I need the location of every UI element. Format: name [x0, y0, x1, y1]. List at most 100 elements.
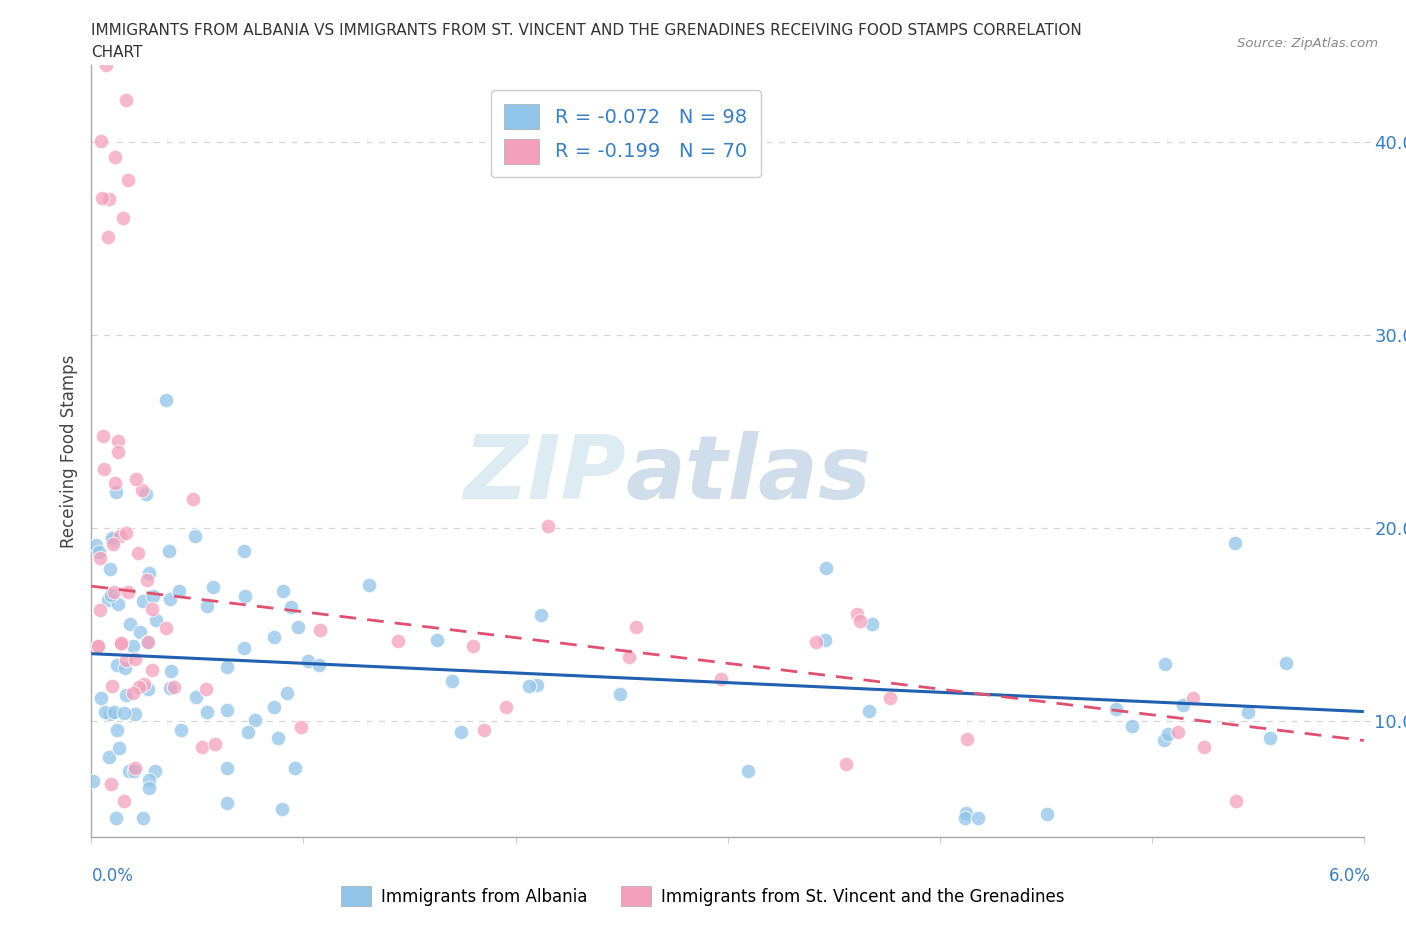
Point — [290, 719, 312, 734]
Point — [136, 573, 159, 588]
Point — [124, 760, 146, 775]
Point — [87, 544, 110, 559]
Point — [162, 680, 184, 695]
Point — [170, 723, 193, 737]
Point — [472, 723, 495, 737]
Point — [87, 639, 110, 654]
Point — [814, 632, 837, 647]
Text: 6.0%: 6.0% — [1329, 867, 1371, 884]
Point — [122, 686, 145, 701]
Point — [202, 579, 225, 594]
Point — [1182, 691, 1205, 706]
Point — [169, 584, 191, 599]
Point — [266, 731, 288, 746]
Point — [110, 635, 132, 650]
Point — [82, 774, 104, 789]
Point — [142, 589, 165, 604]
Point — [191, 739, 214, 754]
Point — [1194, 739, 1216, 754]
Point — [121, 638, 143, 653]
Point — [879, 690, 901, 705]
Point — [114, 660, 136, 675]
Point — [98, 192, 121, 206]
Point — [215, 703, 238, 718]
Point — [157, 544, 180, 559]
Point — [135, 487, 157, 502]
Point — [426, 632, 449, 647]
Point — [1171, 698, 1194, 712]
Point — [155, 392, 177, 407]
Point — [1154, 656, 1177, 671]
Point — [118, 764, 141, 778]
Point — [1180, 869, 1202, 883]
Point — [107, 445, 129, 459]
Point — [100, 777, 122, 791]
Point — [132, 676, 155, 691]
Point — [141, 663, 163, 678]
Point — [245, 713, 267, 728]
Point — [955, 805, 977, 820]
Point — [84, 538, 107, 552]
Point — [101, 679, 124, 694]
Point — [98, 707, 121, 722]
Point — [138, 565, 160, 580]
Point — [128, 624, 150, 639]
Point — [849, 614, 872, 629]
Point — [103, 585, 125, 600]
Point — [104, 150, 127, 165]
Point — [1225, 793, 1247, 808]
Point — [105, 810, 128, 825]
Point — [114, 653, 136, 668]
Point — [1260, 730, 1282, 745]
Point — [956, 732, 979, 747]
Point — [90, 134, 112, 149]
Point — [97, 230, 120, 245]
Point — [136, 682, 159, 697]
Legend: Immigrants from Albania, Immigrants from St. Vincent and the Grenadines: Immigrants from Albania, Immigrants from… — [335, 880, 1071, 912]
Point — [308, 658, 330, 672]
Point — [236, 724, 259, 739]
Point — [132, 810, 155, 825]
Legend: R = -0.072   N = 98, R = -0.199   N = 70: R = -0.072 N = 98, R = -0.199 N = 70 — [491, 90, 761, 178]
Point — [215, 796, 238, 811]
Point — [530, 607, 553, 622]
Point — [138, 772, 160, 787]
Point — [97, 592, 120, 607]
Point — [107, 596, 129, 611]
Point — [1108, 869, 1130, 883]
Point — [495, 699, 517, 714]
Point — [450, 724, 472, 739]
Point — [309, 622, 332, 637]
Point — [953, 810, 976, 825]
Point — [737, 764, 759, 778]
Point — [526, 677, 548, 692]
Point — [387, 634, 409, 649]
Point — [141, 602, 163, 617]
Point — [1241, 869, 1264, 883]
Point — [131, 593, 153, 608]
Point — [184, 528, 207, 543]
Point — [143, 764, 166, 778]
Point — [276, 685, 298, 700]
Point — [93, 428, 115, 443]
Point — [271, 802, 294, 817]
Point — [100, 588, 122, 603]
Point — [440, 674, 463, 689]
Point — [195, 598, 218, 613]
Text: Source: ZipAtlas.com: Source: ZipAtlas.com — [1237, 37, 1378, 50]
Point — [287, 619, 309, 634]
Point — [845, 606, 868, 621]
Y-axis label: Receiving Food Stamps: Receiving Food Stamps — [59, 354, 77, 548]
Point — [108, 528, 131, 543]
Point — [93, 705, 115, 720]
Point — [232, 543, 254, 558]
Point — [1236, 704, 1258, 719]
Point — [1157, 726, 1180, 741]
Point — [86, 639, 108, 654]
Point — [619, 649, 641, 664]
Point — [103, 533, 125, 548]
Point — [107, 433, 129, 448]
Point — [104, 476, 127, 491]
Point — [195, 704, 218, 719]
Text: atlas: atlas — [626, 431, 872, 518]
